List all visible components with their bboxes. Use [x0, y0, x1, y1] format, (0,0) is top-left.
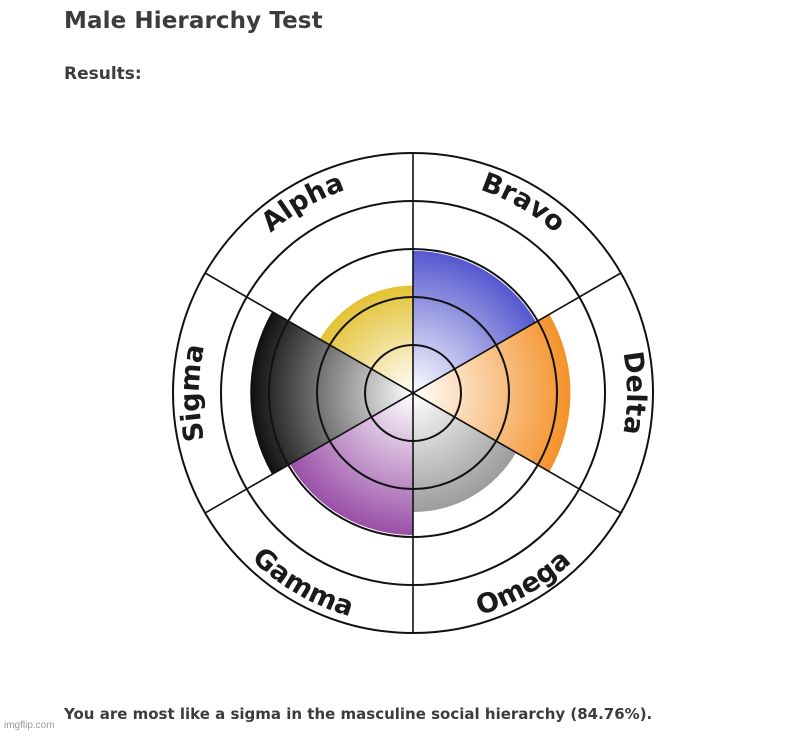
spoke-line — [204, 392, 414, 514]
spoke-line — [204, 272, 414, 394]
segment-delta — [413, 314, 571, 472]
segment-alpha — [319, 285, 413, 393]
label-sigma: Sigma — [175, 342, 211, 444]
label-alpha: Alpha — [256, 167, 349, 238]
label-delta: Delta — [616, 349, 651, 437]
page-title: Male Hierarchy Test — [64, 8, 323, 34]
result-text: You are most like a sigma in the masculi… — [64, 705, 653, 723]
label-gamma: Gamma — [246, 542, 357, 624]
segment-omega — [413, 393, 517, 513]
watermark: imgflip.com — [4, 720, 55, 731]
label-bravo: Bravo — [477, 167, 571, 239]
segment-sigma — [250, 311, 413, 475]
spoke-line — [412, 272, 622, 394]
segment-bravo — [413, 250, 537, 393]
results-label: Results: — [64, 64, 142, 84]
segment-gamma — [289, 393, 413, 536]
spoke-line — [412, 392, 622, 514]
